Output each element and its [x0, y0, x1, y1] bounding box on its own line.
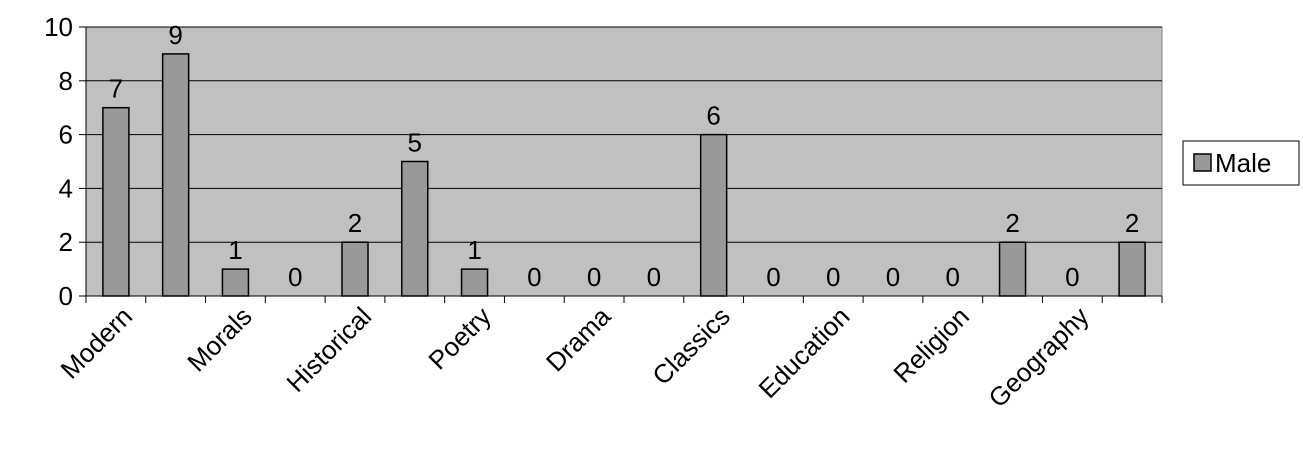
- bar: [1118, 241, 1146, 297]
- x-category-label: Morals: [181, 301, 257, 377]
- x-axis-category-labels: Modern Morals Historical Poetry Drama Classic…: [55, 301, 1095, 414]
- plot-area: [85, 26, 1163, 297]
- axes: [85, 27, 1163, 303]
- data-label: 6: [706, 101, 720, 131]
- legend-swatch-male: [1193, 153, 1212, 172]
- data-labels: 7 9 1 0 2 5 1 0 0 0 6 0 0 0 0 2 0 2: [109, 20, 1140, 292]
- x-category-label: Classics: [646, 301, 736, 391]
- gridlines: [79, 26, 1162, 297]
- data-label: 0: [288, 262, 302, 292]
- data-label: 0: [1065, 262, 1079, 292]
- y-tick-label: 0: [59, 281, 73, 311]
- y-tick-label: 2: [59, 227, 73, 257]
- y-axis-tick-labels: 0 2 4 6 8 10: [44, 12, 73, 311]
- data-label: 0: [766, 262, 780, 292]
- data-label: 0: [527, 262, 541, 292]
- bar: [460, 268, 489, 297]
- data-label: 0: [946, 262, 960, 292]
- bar: [102, 106, 130, 297]
- bar: [401, 160, 429, 297]
- data-label: 0: [587, 262, 601, 292]
- data-label: 7: [109, 74, 123, 104]
- x-category-label: Religion: [887, 301, 975, 389]
- bar: [221, 268, 250, 297]
- data-label: 2: [1005, 208, 1019, 238]
- data-label: 9: [168, 20, 182, 50]
- bar: [341, 241, 369, 297]
- bars: [102, 53, 1146, 297]
- x-category-label: Drama: [540, 301, 617, 378]
- y-tick-label: 8: [59, 66, 73, 96]
- legend: Male: [1182, 140, 1300, 186]
- x-category-label: Geography: [982, 301, 1094, 413]
- data-label: 0: [826, 262, 840, 292]
- data-label: 1: [228, 235, 242, 265]
- data-label: 0: [886, 262, 900, 292]
- data-label: 1: [467, 235, 481, 265]
- data-label: 5: [408, 128, 422, 158]
- data-label: 2: [348, 208, 362, 238]
- data-label: 2: [1125, 208, 1139, 238]
- x-category-label: Poetry: [422, 301, 496, 375]
- bar: [699, 133, 728, 297]
- y-tick-label: 10: [44, 12, 73, 42]
- bar: [998, 241, 1027, 297]
- data-label: 0: [647, 262, 661, 292]
- y-tick-label: 4: [59, 173, 73, 203]
- y-tick-label: 6: [59, 120, 73, 150]
- x-category-label: Education: [752, 301, 855, 404]
- legend-label-male: Male: [1215, 148, 1271, 178]
- bar: [161, 53, 190, 297]
- x-category-label: Modern: [55, 301, 139, 385]
- x-category-label: Historical: [280, 301, 377, 398]
